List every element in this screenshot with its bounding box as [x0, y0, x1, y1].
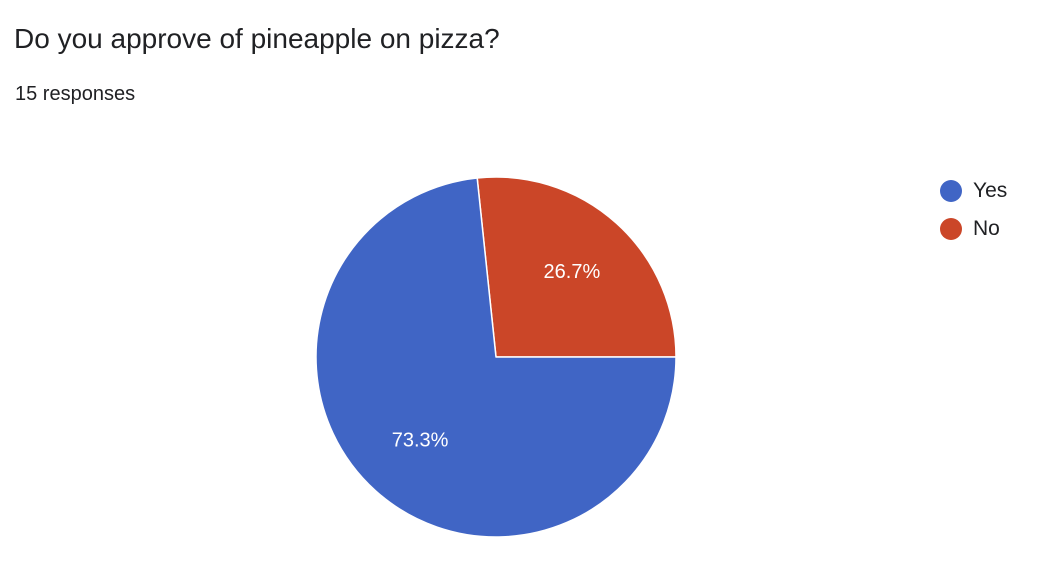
legend-item-no[interactable]: No — [940, 210, 1040, 248]
response-count: 15 responses — [15, 83, 136, 105]
legend-label-no: No — [973, 217, 1000, 240]
pie-slice-yes[interactable] — [315, 177, 677, 538]
legend-item-yes[interactable]: Yes — [940, 172, 1040, 210]
legend-swatch-no — [940, 218, 962, 240]
legend-label-yes: Yes — [973, 179, 1008, 202]
chart-legend: Yes No — [940, 172, 1040, 248]
pie-slice-no[interactable] — [476, 176, 677, 358]
slice-label-yes: 73.3% — [392, 430, 449, 452]
slice-label-no: 26.7% — [544, 261, 601, 283]
question-title: Do you approve of pineapple on pizza? — [14, 23, 500, 54]
legend-swatch-yes — [940, 180, 962, 202]
